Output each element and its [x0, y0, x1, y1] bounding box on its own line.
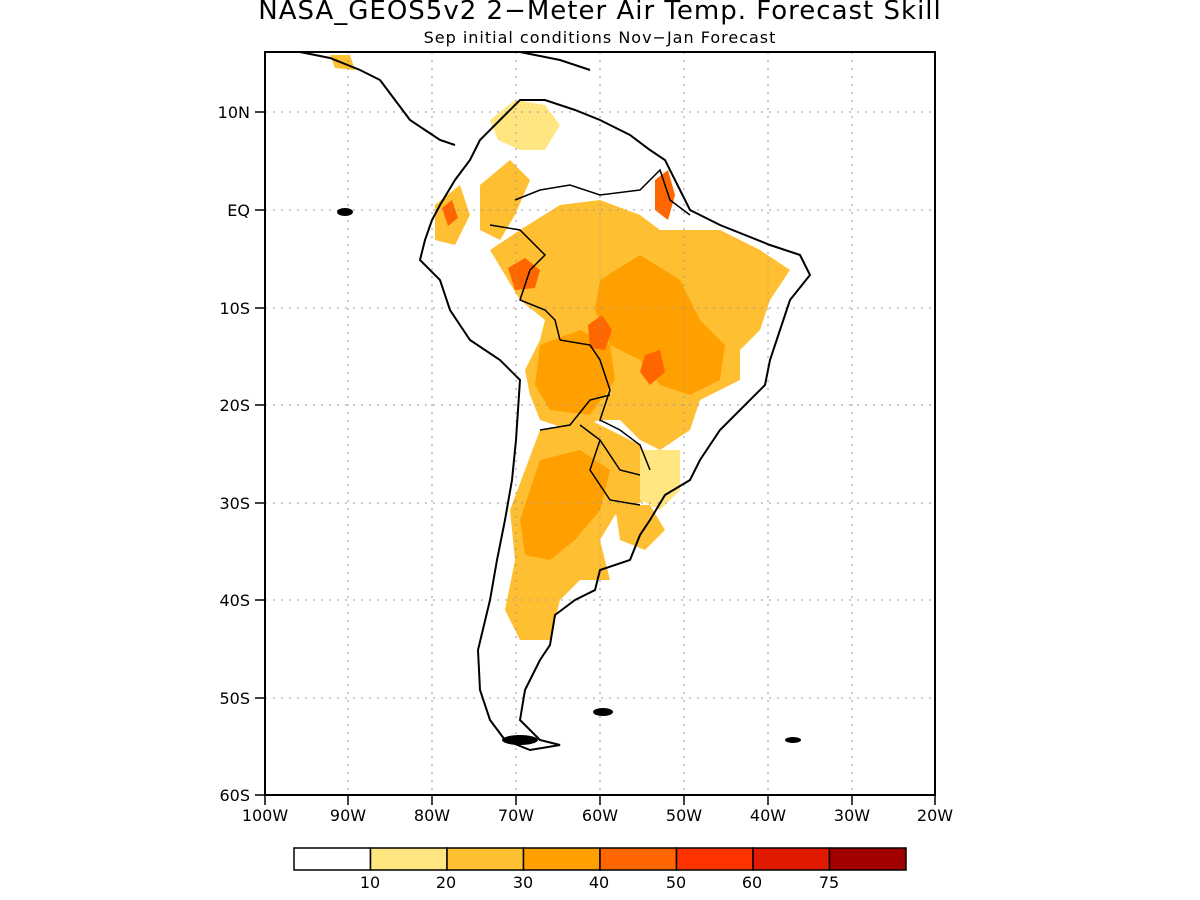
- colorbar-label: 20: [436, 873, 456, 892]
- colorbar-label: 30: [513, 873, 533, 892]
- lat-tick-label: 10N: [218, 103, 250, 122]
- lat-tick-label: 10S: [219, 299, 250, 318]
- coastline-central-america: [299, 51, 456, 146]
- country-borders: [489, 168, 691, 506]
- colorbar-swatch: [446, 847, 525, 871]
- coastlines: [299, 51, 812, 752]
- colorbar-swatch: [828, 847, 907, 871]
- skill-region-peru-hot: [508, 258, 540, 290]
- lon-tick-label: 50W: [666, 806, 702, 825]
- lon-tick-labels: 100W 90W 80W 70W 60W 50W 40W 30W 20W: [242, 806, 953, 825]
- colorbar: 10 20 30 40 50 60 75: [293, 847, 907, 892]
- colorbar-label: 60: [742, 873, 762, 892]
- map-frame: [264, 51, 936, 796]
- lon-tick-label: 30W: [834, 806, 870, 825]
- lon-tick-label: 20W: [917, 806, 953, 825]
- colorbar-swatch: [522, 847, 601, 871]
- skill-region-chaco-core: [520, 450, 610, 560]
- lon-tick-label: 100W: [242, 806, 289, 825]
- colorbar-swatch: [675, 847, 754, 871]
- lon-tick-label: 60W: [582, 806, 618, 825]
- skill-shading: [330, 55, 790, 640]
- lat-tick-label: EQ: [227, 201, 250, 220]
- islands: [337, 208, 801, 745]
- colorbar-label: 50: [666, 873, 686, 892]
- lon-tick-label: 80W: [414, 806, 450, 825]
- lon-tick-label: 70W: [498, 806, 534, 825]
- coastline-south-america: [418, 99, 812, 752]
- skill-region-north: [490, 100, 560, 150]
- skill-region-paraguay-brazil: [640, 450, 680, 510]
- skill-region-uruguay: [615, 505, 665, 550]
- galapagos-islands: [337, 208, 353, 216]
- skill-region-goias-hot: [640, 350, 665, 385]
- lon-tick-label: 90W: [330, 806, 366, 825]
- skill-region-colombia: [480, 160, 530, 240]
- map-title: NASA_GEOS5v2 2−Meter Air Temp. Forecast …: [258, 0, 942, 26]
- skill-region-brazil-core: [595, 255, 725, 395]
- colorbar-swatch: [752, 847, 831, 871]
- colorbar-swatch: [599, 847, 678, 871]
- skill-region-ecuador-hot: [442, 200, 458, 226]
- colorbar-swatch: [369, 847, 448, 871]
- lat-tick-label: 30S: [219, 494, 250, 513]
- tierra-del-fuego: [502, 735, 538, 745]
- skill-region-para-hot: [655, 170, 675, 220]
- colorbar-label: 10: [360, 873, 380, 892]
- south-georgia: [785, 737, 801, 743]
- colorbar-swatch: [293, 847, 372, 871]
- lat-tick-label: 60S: [219, 786, 250, 805]
- lat-tick-label: 50S: [219, 689, 250, 708]
- coastline-cuba: [519, 51, 591, 71]
- colorbar-label: 40: [589, 873, 609, 892]
- colorbar-label: 75: [819, 873, 839, 892]
- tick-marks: [255, 111, 936, 805]
- lat-tick-label: 40S: [219, 591, 250, 610]
- falkland-islands: [593, 708, 613, 716]
- lon-tick-label: 40W: [750, 806, 786, 825]
- lat-tick-label: 20S: [219, 396, 250, 415]
- lat-tick-labels: 10N EQ 10S 20S 30S 40S 50S 60S: [218, 103, 250, 805]
- colorbar-boxes: [293, 847, 907, 871]
- map-gridlines: [265, 52, 935, 795]
- map-subtitle: Sep initial conditions Nov−Jan Forecast: [423, 28, 777, 47]
